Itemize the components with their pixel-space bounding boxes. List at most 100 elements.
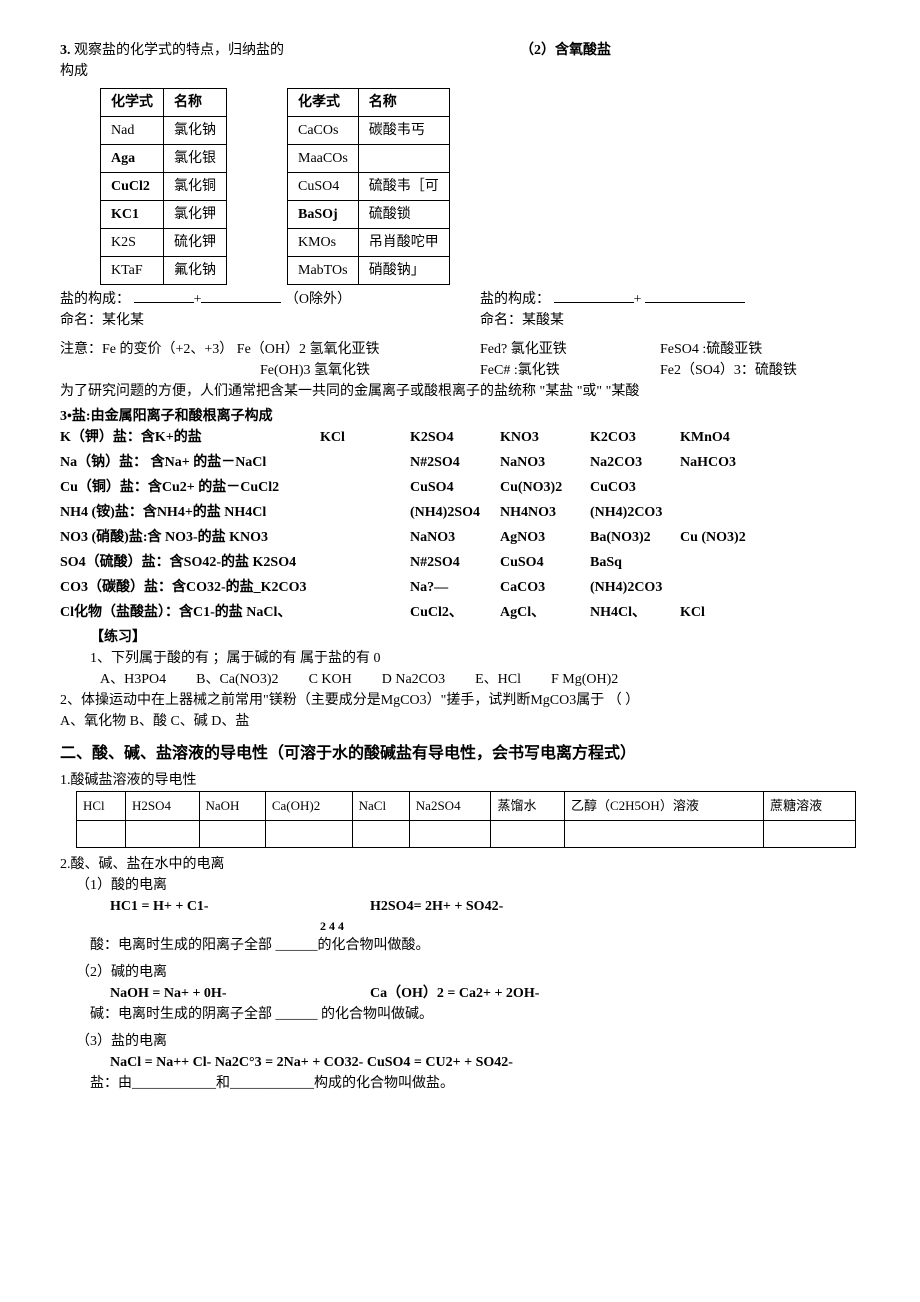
cr6-2: Na?— xyxy=(410,577,500,598)
ion-b1: （2）碱的电离 xyxy=(76,962,860,983)
cr1-1 xyxy=(320,452,410,473)
ex-title: 【练习】 xyxy=(90,627,860,648)
ct-h5: Na2SO4 xyxy=(409,792,491,821)
sec2-sub2: 2.酸、碱、盐在水中的电离 xyxy=(60,854,860,875)
rt-r1c0: MaaCOs xyxy=(288,145,359,173)
ct-e6 xyxy=(491,820,565,847)
cr2-l: Cu（铜）盐：含Cu2+ 的盐－CuCl2 xyxy=(60,477,320,498)
lt-r3c1: 氯化钾 xyxy=(164,201,227,229)
cr2-2: CuSO4 xyxy=(410,477,500,498)
cr0-2: K2SO4 xyxy=(410,427,500,448)
lt-r1c1: 氯化银 xyxy=(164,145,227,173)
cr0-4: K2CO3 xyxy=(590,427,680,448)
fe-note-2a: Fe(OH)3 氢氧化铁 xyxy=(260,360,480,381)
ct-h2: NaOH xyxy=(199,792,265,821)
sec2-sub1: 1.酸碱盐溶液的导电性 xyxy=(60,770,860,791)
rt-r3c1: 硫酸锁 xyxy=(358,201,449,229)
ct-e5 xyxy=(409,820,491,847)
cr1-3: NaNO3 xyxy=(500,452,590,473)
lt-r1c0: Aga xyxy=(101,145,164,173)
ion-c1def: 盐：由____________和____________构成的化合物叫做盐。 xyxy=(90,1073,860,1094)
lt-h1: 名称 xyxy=(164,89,227,117)
cr0-1: KCl xyxy=(320,427,410,448)
ex-q1-optF: F Mg(OH)2 xyxy=(551,669,618,690)
ion-a1: （1）酸的电离 xyxy=(76,875,860,896)
rt-h0: 化孝式 xyxy=(288,89,359,117)
comp-left-paren: （O除外） xyxy=(285,292,351,307)
cr2-1 xyxy=(320,477,410,498)
cr1-2: N#2SO4 xyxy=(410,452,500,473)
lt-r2c1: 氯化铜 xyxy=(164,173,227,201)
lt-r0c1: 氯化钠 xyxy=(164,117,227,145)
ion-a1def: 酸：电离时生成的阳离子全部 ______的化合物叫做酸。 xyxy=(90,935,860,956)
cr5-1 xyxy=(320,552,410,573)
rt-r5c0: MabTOs xyxy=(288,257,359,285)
ct-h1: H2SO4 xyxy=(126,792,200,821)
lt-r5c0: KTaF xyxy=(101,257,164,285)
ex-q1-optA: A、H3PO4 xyxy=(100,669,166,690)
name-left: 命名：某化某 xyxy=(60,310,480,331)
rt-r0c1: 碳酸韦丐 xyxy=(358,117,449,145)
ct-e8 xyxy=(764,820,856,847)
rt-r1c1 xyxy=(358,145,449,173)
ion-b1eq1: NaOH = Na+ + 0H- xyxy=(110,983,370,1004)
cr3-1 xyxy=(320,502,410,523)
name-right: 命名：某酸某 xyxy=(480,310,564,331)
cr2-4: CuCO3 xyxy=(590,477,680,498)
left-salt-table: 化学式 名称 Nad氯化钠 Aga氯化银 CuCl2氯化铜 KC1氯化钾 K2S… xyxy=(100,88,227,285)
ct-h4: NaCl xyxy=(352,792,409,821)
rt-h1: 名称 xyxy=(358,89,449,117)
rt-r5c1: 硝酸钠」 xyxy=(358,257,449,285)
cr7-5: KCl xyxy=(680,602,800,623)
rt-r4c0: KMOs xyxy=(288,229,359,257)
comp-left: 盐的构成： xyxy=(60,292,130,307)
classify-grid: K（钾）盐：含K+的盐KClK2SO4KNO3K2CO3KMnO4 Na（钠）盐… xyxy=(60,427,860,623)
cr2-3: Cu(NO3)2 xyxy=(500,477,590,498)
conductivity-table: HCl H2SO4 NaOH Ca(OH)2 NaCl Na2SO4 蒸馏水 乙… xyxy=(76,791,856,848)
fe-note-2b: FeC# :氯化铁 xyxy=(480,360,660,381)
rt-r4c1: 吊肖酸咜甲 xyxy=(358,229,449,257)
ct-e0 xyxy=(77,820,126,847)
cr7-2: CuCl2、 xyxy=(410,602,500,623)
lt-r4c0: K2S xyxy=(101,229,164,257)
fe-note-1c: FeSO4 :硫酸亚铁 xyxy=(660,339,762,360)
cr4-1 xyxy=(320,527,410,548)
ct-e3 xyxy=(265,820,352,847)
cr2-5 xyxy=(680,477,800,498)
ct-e2 xyxy=(199,820,265,847)
cr6-5 xyxy=(680,577,800,598)
ex-q1: 1、下列属于酸的有 ；属于碱的有 属于盐的有 0 xyxy=(90,648,860,669)
cr4-2: NaNO3 xyxy=(410,527,500,548)
cr6-3: CaCO3 xyxy=(500,577,590,598)
ct-e4 xyxy=(352,820,409,847)
ex-q1-optB: B、Ca(NO3)2 xyxy=(196,669,278,690)
ion-a1eq1: HC1 = H+ + C1- xyxy=(110,896,370,917)
cr3-2: (NH4)2SO4 xyxy=(410,502,500,523)
ion-b1def: 碱：电离时生成的阴离子全部 ______ 的化合物叫做碱。 xyxy=(90,1004,860,1025)
cr6-4: (NH4)2CO3 xyxy=(590,577,680,598)
cr3-5 xyxy=(680,502,800,523)
rt-r2c0: CuSO4 xyxy=(288,173,359,201)
q3-num: 3. xyxy=(60,43,71,58)
cr7-1 xyxy=(320,602,410,623)
rt-r3c0: BaSOj xyxy=(288,201,359,229)
sec2-title: 二、酸、碱、盐溶液的导电性（可溶于水的酸碱盐有导电性，会书写电离方程式） xyxy=(60,742,860,766)
ct-e7 xyxy=(564,820,763,847)
cr4-5: Cu (NO3)2 xyxy=(680,527,800,548)
cr4-3: AgNO3 xyxy=(500,527,590,548)
ion-a1eq2: H2SO4= 2H+ + SO42- xyxy=(370,896,503,917)
q3-subtitle: 构成 xyxy=(60,64,88,79)
cr5-5 xyxy=(680,552,800,573)
rt-r2c1: 硫酸韦［可 xyxy=(358,173,449,201)
lt-r3c0: KC1 xyxy=(101,201,164,229)
cr6-1 xyxy=(320,577,410,598)
cr4-l: NO3 (硝酸)盐:含 NO3-的盐 KNO3 xyxy=(60,527,320,548)
cr7-4: NH4Cl、 xyxy=(590,602,680,623)
lt-r4c1: 硫化钾 xyxy=(164,229,227,257)
cr5-2: N#2SO4 xyxy=(410,552,500,573)
q3-right-title: （2）含氧酸盐 xyxy=(520,43,611,58)
cr7-3: AgCl、 xyxy=(500,602,590,623)
cr1-l: Na（钠）盐： 含Na+ 的盐－NaCl xyxy=(60,452,320,473)
ion-c1eq: NaCl = Na++ Cl- Na2C°3 = 2Na+ + CO32- Cu… xyxy=(110,1052,860,1073)
cr5-l: SO4（硫酸）盐：含SO42-的盐 K2SO4 xyxy=(60,552,320,573)
